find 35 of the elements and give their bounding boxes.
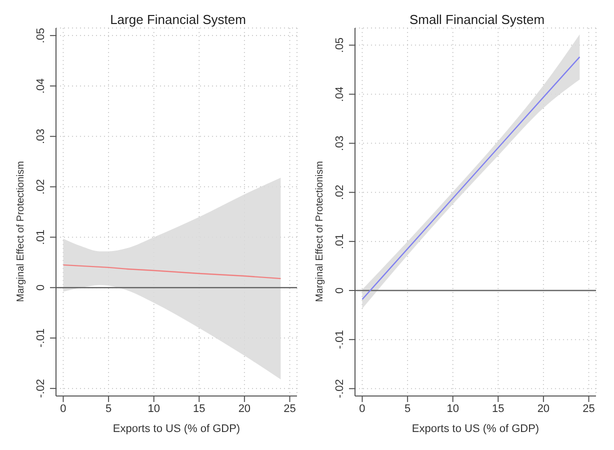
y-tick-label: .03 xyxy=(334,136,346,151)
x-tick-label: 20 xyxy=(537,402,550,415)
x-tick-label: 5 xyxy=(105,402,112,415)
y-tick-label: 0 xyxy=(334,287,346,294)
y-tick-label: .04 xyxy=(334,86,346,102)
x-tick-label: 0 xyxy=(359,402,366,415)
line-series xyxy=(62,264,282,280)
y-tick-label: .04 xyxy=(35,78,47,94)
y-tick-label: 0 xyxy=(35,284,47,291)
y-tick-label: .01 xyxy=(35,230,47,245)
y-tick-label: .05 xyxy=(35,28,47,44)
y-tick-label: -.02 xyxy=(35,378,47,398)
y-axis-title: Marginal Effect of Protectionism xyxy=(314,161,326,302)
x-tick-label: 5 xyxy=(404,402,411,415)
x-tick-label: 20 xyxy=(238,402,251,415)
y-tick-label: -.01 xyxy=(35,328,47,348)
y-axis-title: Marginal Effect of Protectionism xyxy=(16,161,27,302)
chart-title: Large Financial System xyxy=(110,12,246,27)
y-tick-label: .02 xyxy=(334,184,346,200)
x-tick-label: 15 xyxy=(193,402,206,415)
y-tick-label: .05 xyxy=(334,38,346,53)
x-tick-label: 25 xyxy=(582,402,595,415)
y-tick-label: -.01 xyxy=(334,330,346,350)
y-tick-label: .03 xyxy=(35,128,47,144)
y-tick-label: .02 xyxy=(35,179,47,194)
x-axis-title: Exports to US (% of GDP) xyxy=(112,423,240,435)
x-tick-label: 25 xyxy=(284,402,296,415)
x-tick-label: 0 xyxy=(60,402,66,415)
y-tick-label: -.02 xyxy=(334,379,346,398)
x-tick-label: 10 xyxy=(446,402,459,415)
y-tick-label: .01 xyxy=(334,234,346,250)
chart-title: Small Financial System xyxy=(409,12,545,27)
x-tick-label: 10 xyxy=(148,402,160,415)
x-axis-title: Exports to US (% of GDP) xyxy=(412,423,540,435)
x-tick-label: 15 xyxy=(492,402,504,415)
